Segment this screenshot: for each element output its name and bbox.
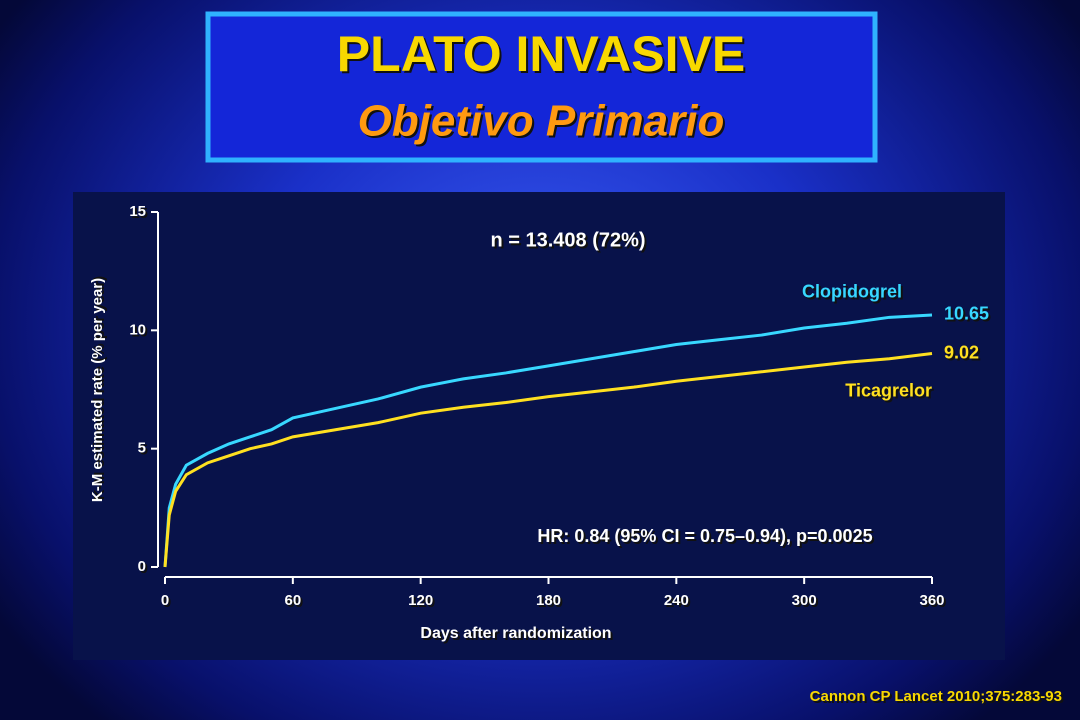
subtitle: Objetivo Primario: [358, 97, 725, 146]
x-tick-label: 300: [792, 592, 817, 609]
legend-label: Clopidogrel: [802, 282, 902, 302]
x-axis-label: Days after randomization: [420, 625, 611, 642]
x-tick-label: 240: [664, 592, 689, 609]
title-box: [205, 11, 878, 163]
legend-label: Ticagrelor: [845, 380, 932, 400]
source: Cannon CP Lancet 2010;375:283-93: [810, 688, 1062, 705]
title: PLATO INVASIVE: [337, 26, 745, 82]
chart-panel: [73, 192, 1005, 660]
y-tick-label: 0: [138, 558, 146, 575]
end-value-label: 9.02: [944, 342, 979, 362]
x-tick-label: 0: [161, 592, 169, 609]
x-tick-label: 60: [284, 592, 301, 609]
series-line: [163, 313, 933, 568]
series-line: [163, 352, 933, 568]
y-tick-label: 5: [138, 440, 146, 457]
x-tick-label: 180: [536, 592, 561, 609]
stats: HR: 0.84 (95% CI = 0.75–0.94), p=0.0025: [537, 526, 872, 546]
y-tick-label: 15: [129, 203, 146, 220]
y-axis-label: K-M estimated rate (% per year): [89, 278, 106, 502]
annotation: n = 13.408 (72%): [490, 229, 645, 251]
x-tick-label: 120: [408, 592, 433, 609]
y-tick-label: 10: [129, 321, 146, 338]
end-value-label: 10.65: [944, 304, 989, 324]
x-tick-label: 360: [919, 592, 944, 609]
